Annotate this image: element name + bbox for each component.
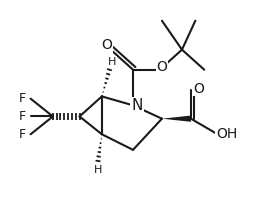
Text: O: O	[156, 60, 167, 74]
Text: F: F	[19, 110, 26, 123]
Text: H: H	[94, 165, 103, 175]
Text: F: F	[19, 92, 26, 105]
Text: OH: OH	[216, 127, 237, 141]
Text: F: F	[19, 128, 26, 141]
Text: H: H	[108, 57, 116, 67]
Text: O: O	[193, 82, 204, 96]
Text: O: O	[101, 38, 112, 52]
Polygon shape	[162, 116, 191, 122]
Text: N: N	[131, 98, 143, 113]
